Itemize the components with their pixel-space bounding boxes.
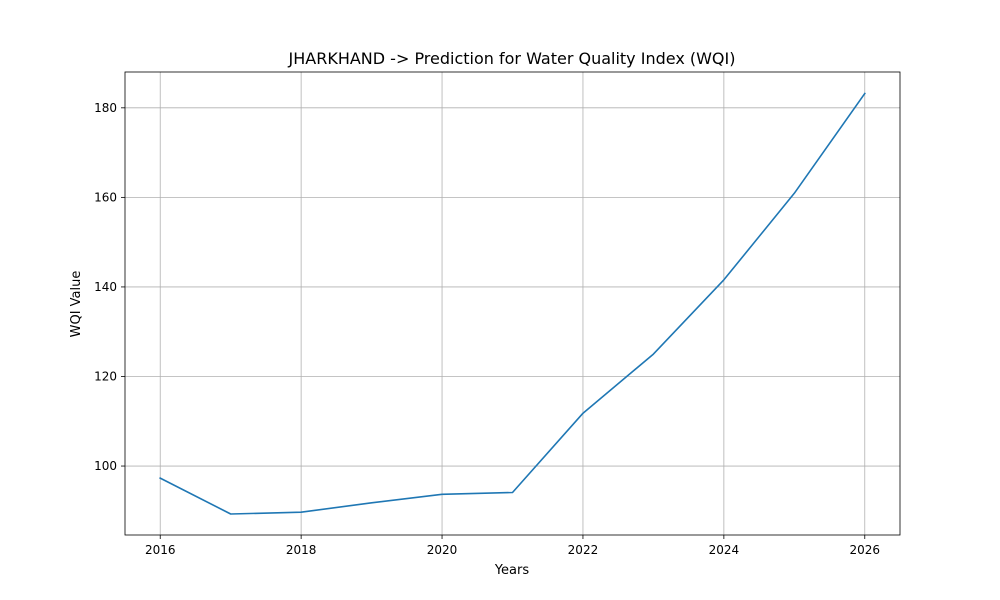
- chart-title: JHARKHAND -> Prediction for Water Qualit…: [288, 49, 736, 68]
- x-tick-label: 2026: [849, 543, 880, 557]
- y-tick-label: 100: [94, 459, 117, 473]
- x-axis-ticks: 2016 2018 2020 2022 2024 2026: [145, 535, 880, 557]
- y-tick-label: 140: [94, 280, 117, 294]
- x-tick-label: 2024: [709, 543, 740, 557]
- x-tick-label: 2018: [286, 543, 317, 557]
- series-line-0: [159, 92, 866, 515]
- y-axis-label: WQI Value: [69, 271, 84, 338]
- plot-frame: [124, 71, 901, 536]
- x-tick-label: 2020: [427, 543, 458, 557]
- y-tick-label: 180: [94, 101, 117, 115]
- x-tick-label: 2022: [568, 543, 599, 557]
- y-tick-label: 160: [94, 190, 117, 204]
- y-tick-label: 120: [94, 369, 117, 383]
- series-lines: [159, 92, 866, 515]
- y-axis-ticks: 100 120 140 160 180: [94, 101, 125, 473]
- x-tick-label: 2016: [145, 543, 176, 557]
- x-axis-label: Years: [494, 563, 530, 578]
- grid-lines: [125, 72, 900, 535]
